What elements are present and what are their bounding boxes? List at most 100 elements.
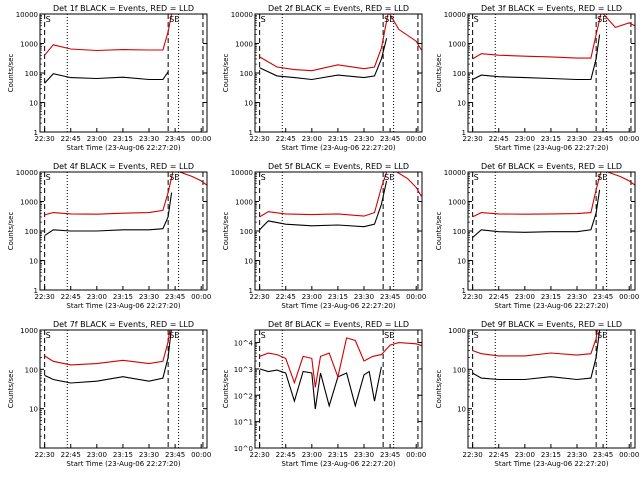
chart-title: Det 7f BLACK = Events, RED = LLD xyxy=(53,320,194,329)
y-axis-label: Counts/sec xyxy=(222,212,230,251)
x-tick-label: 23:45 xyxy=(380,293,400,301)
x-tick-label: 22:30 xyxy=(250,135,270,143)
x-axis-label: Start Time (23-Aug-06 22:27:20) xyxy=(281,144,395,152)
series-line xyxy=(44,330,172,384)
y-tick-label: 10^2 xyxy=(234,392,253,400)
y-tick-label: 10 xyxy=(244,258,253,266)
x-tick-label: 23:45 xyxy=(380,135,400,143)
x-tick-label: 00:00 xyxy=(191,135,211,143)
y-tick-label: 10^1 xyxy=(234,419,253,427)
x-tick-label: 22:30 xyxy=(250,451,270,459)
event-marker-label: S xyxy=(261,15,266,24)
plot-area xyxy=(259,172,422,290)
plot-area xyxy=(259,330,422,448)
event-marker-label: SE xyxy=(384,15,394,24)
series-line xyxy=(259,172,422,218)
y-tick-label: 10 xyxy=(457,100,466,108)
y-tick-label: 1000 xyxy=(448,327,466,335)
x-tick-label: 23:15 xyxy=(328,293,348,301)
y-tick-label: 100 xyxy=(25,70,38,78)
y-tick-label: 10000 xyxy=(16,11,38,19)
event-marker-label: S xyxy=(46,331,51,340)
x-tick-label: 22:45 xyxy=(61,293,81,301)
event-marker-label: SE xyxy=(597,173,607,182)
x-tick-label: 23:45 xyxy=(165,135,185,143)
x-tick-label: 23:00 xyxy=(515,293,535,301)
plot-frame xyxy=(467,329,636,449)
plot-area xyxy=(259,14,422,132)
x-axis-label: Start Time (23-Aug-06 22:27:20) xyxy=(494,460,608,468)
x-tick-label: 22:45 xyxy=(276,135,296,143)
x-tick-label: 00:00 xyxy=(619,293,639,301)
y-tick-label: 10 xyxy=(457,258,466,266)
x-tick-label: 22:30 xyxy=(35,135,55,143)
event-marker-label: S xyxy=(474,15,479,24)
x-tick-label: 22:30 xyxy=(463,135,483,143)
y-tick-label: 100 xyxy=(240,70,253,78)
x-tick-label: 23:30 xyxy=(354,135,374,143)
plot-area xyxy=(472,14,635,132)
y-axis-label: Counts/sec xyxy=(435,54,443,93)
x-tick-label: 23:15 xyxy=(541,451,561,459)
series-line xyxy=(259,366,382,410)
x-tick-label: 00:00 xyxy=(619,135,639,143)
plot-area xyxy=(44,172,207,290)
y-tick-label: 10 xyxy=(29,100,38,108)
x-tick-label: 23:15 xyxy=(113,451,133,459)
event-marker-label: SE xyxy=(384,173,394,182)
series-line xyxy=(472,330,601,381)
y-tick-label: 10^0 xyxy=(234,445,253,453)
plot-frame xyxy=(467,13,636,133)
x-tick-label: 23:45 xyxy=(593,451,613,459)
x-tick-label: 00:00 xyxy=(191,451,211,459)
series-line xyxy=(472,330,598,357)
y-tick-label: 10 xyxy=(29,258,38,266)
event-marker-label: S xyxy=(261,173,266,182)
x-tick-label: 22:30 xyxy=(35,451,55,459)
x-tick-label: 23:30 xyxy=(354,451,374,459)
y-tick-label: 1000 xyxy=(20,41,38,49)
x-tick-label: 23:00 xyxy=(302,293,322,301)
x-tick-label: 00:00 xyxy=(406,293,426,301)
x-tick-label: 23:30 xyxy=(567,451,587,459)
chart-title: Det 4f BLACK = Events, RED = LLD xyxy=(53,162,194,171)
x-tick-label: 23:15 xyxy=(113,293,133,301)
x-tick-label: 22:45 xyxy=(489,451,509,459)
y-axis-label: Counts/sec xyxy=(7,370,15,409)
x-tick-label: 22:45 xyxy=(61,135,81,143)
x-tick-label: 23:45 xyxy=(165,293,185,301)
x-tick-label: 23:30 xyxy=(567,135,587,143)
series-line xyxy=(472,172,635,218)
series-line xyxy=(44,71,169,84)
x-tick-label: 00:00 xyxy=(406,451,426,459)
plot-frame xyxy=(254,13,423,133)
y-tick-label: 1000 xyxy=(448,199,466,207)
x-tick-label: 23:00 xyxy=(87,135,107,143)
series-line xyxy=(44,172,207,216)
x-tick-label: 23:45 xyxy=(593,293,613,301)
y-tick-label: 1 xyxy=(462,129,466,137)
y-tick-label: 10^3 xyxy=(234,366,253,374)
series-line xyxy=(44,14,173,56)
x-tick-label: 23:15 xyxy=(113,135,133,143)
series-line xyxy=(472,189,601,238)
x-tick-label: 23:30 xyxy=(139,293,159,301)
y-tick-label: 100 xyxy=(240,228,253,236)
y-tick-label: 10000 xyxy=(231,169,253,177)
x-tick-label: 23:45 xyxy=(165,451,185,459)
plot-frame xyxy=(254,171,423,291)
y-tick-label: 10 xyxy=(244,100,253,108)
x-tick-label: 23:00 xyxy=(302,135,322,143)
y-axis-label: Counts/sec xyxy=(222,54,230,93)
y-tick-label: 1000 xyxy=(235,199,253,207)
x-tick-label: 23:00 xyxy=(515,451,535,459)
series-line xyxy=(472,34,601,81)
y-tick-label: 1000 xyxy=(20,199,38,207)
x-tick-label: 23:45 xyxy=(380,451,400,459)
